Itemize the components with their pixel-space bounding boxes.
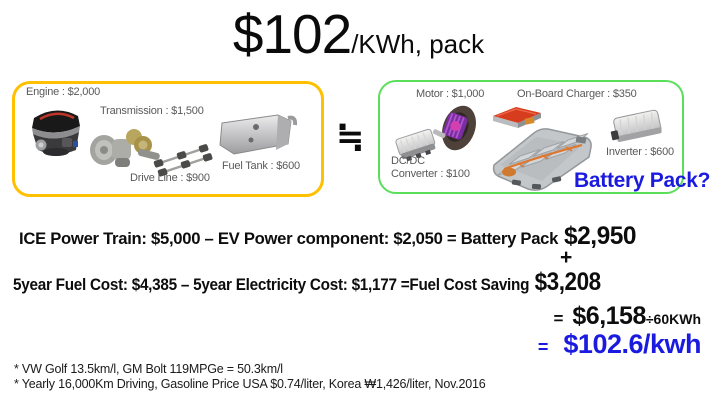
battery-pack-question: Battery Pack?	[574, 169, 711, 192]
calc-row2-value: $3,208	[534, 268, 602, 296]
calc-row-total: = $6,158 ÷60KWh	[553, 302, 701, 331]
calc-row1-text: ICE Power Train: $5,000 – EV Power compo…	[19, 229, 559, 248]
dcdc-converter-image	[392, 125, 438, 161]
fuel-tank-image	[216, 111, 298, 161]
motor-label: Motor : $1,000	[416, 88, 485, 100]
battery-pack-image	[478, 113, 606, 193]
approx-equals-symbol: ≒	[336, 117, 365, 157]
page-title: $102/KWh, pack	[0, 2, 717, 66]
ev-component-box	[378, 80, 684, 194]
drive-line-image	[152, 143, 214, 177]
title-cost-unit: /KWh, pack	[351, 29, 485, 59]
calc-row3-equals: =	[553, 309, 564, 328]
calc-row3-divisor: ÷60KWh	[645, 311, 701, 327]
calc-row4-value: $102.6/kwh	[563, 329, 701, 359]
dcdc-converter-label-line1: DC/DC	[391, 155, 425, 167]
inverter-label: Inverter : $600	[606, 146, 674, 158]
calc-row2-text: 5year Fuel Cost: $4,385 – 5year Electric…	[13, 275, 530, 294]
calc-row1-value: $2,950	[564, 222, 637, 250]
calc-row-battery-pack: ICE Power Train: $5,000 – EV Power compo…	[19, 222, 636, 251]
ice-powertrain-box	[12, 81, 324, 197]
transmission-label: Transmission : $1,500	[100, 105, 204, 117]
motor-image	[432, 101, 478, 155]
dcdc-converter-label-line2: Converter : $100	[391, 168, 470, 180]
plus-sign: +	[560, 246, 573, 269]
fuel-tank-label: Fuel Tank : $600	[222, 160, 300, 172]
on-board-charger-image	[489, 104, 545, 130]
transmission-image	[88, 122, 162, 172]
calc-row-result: = $102.6/kwh	[537, 329, 702, 360]
drive-line-label: Drive Line : $900	[130, 172, 210, 184]
footnote-driving-price: * Yearly 16,000Km Driving, Gasoline Pric…	[14, 377, 486, 391]
calc-row3-value: $6,158	[572, 302, 646, 330]
title-cost-amount: $102	[232, 3, 352, 65]
footnote-fuel-economy: * VW Golf 13.5km/l, GM Bolt 119MPGe = 50…	[14, 362, 283, 376]
inverter-image	[607, 104, 667, 146]
engine-label: Engine : $2,000	[26, 86, 101, 98]
calc-row-fuel-saving: 5year Fuel Cost: $4,385 – 5year Electric…	[13, 268, 601, 297]
calc-row4-equals: =	[537, 337, 549, 357]
on-board-charger-label: On-Board Charger : $350	[517, 88, 637, 100]
engine-image	[24, 102, 86, 160]
